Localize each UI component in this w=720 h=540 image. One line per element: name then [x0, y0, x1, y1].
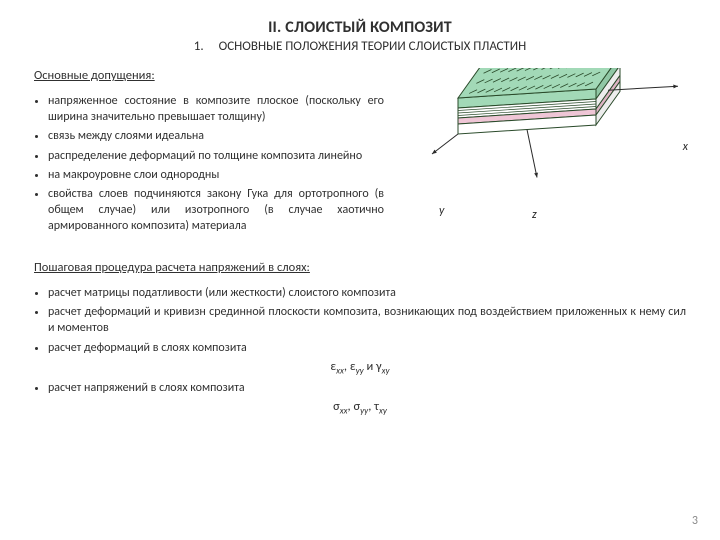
subtitle-num: 1.: [194, 39, 204, 54]
title-main: СЛОИСТЫЙ КОМПОЗИТ: [285, 18, 452, 37]
strain-formula: εxx, εyy и γxy: [34, 359, 686, 377]
assumptions-list: напряженное состояние в композите плоско…: [34, 93, 384, 235]
list-item: распределение деформаций по толщине комп…: [48, 148, 384, 164]
axis-x-label: x: [683, 140, 688, 154]
assumptions-block: Основные допущения: напряженное состояни…: [34, 68, 384, 238]
title-roman: II.: [268, 18, 281, 37]
list-item: расчет деформаций в слоях композита: [48, 340, 686, 356]
diagram-container: x y z: [384, 68, 686, 238]
list-item: на макроуровне слои однородны: [48, 167, 384, 183]
assumptions-heading: Основные допущения:: [34, 68, 384, 83]
stress-formula: σxx, σyy, τxy: [34, 399, 686, 417]
list-item: расчет напряжений в слоях композита: [48, 380, 686, 396]
list-item: связь между слоями идеальна: [48, 128, 384, 144]
subtitle: 1. ОСНОВНЫЕ ПОЛОЖЕНИЯ ТЕОРИИ СЛОИСТЫХ ПЛ…: [34, 39, 686, 54]
subtitle-text: ОСНОВНЫЕ ПОЛОЖЕНИЯ ТЕОРИИ СЛОИСТЫХ ПЛАСТ…: [219, 39, 527, 54]
page-number: 3: [692, 514, 698, 528]
procedure-block: Пошаговая процедура расчета напряжений в…: [34, 260, 686, 417]
title-block: II. СЛОИСТЫЙ КОМПОЗИТ 1. ОСНОВНЫЕ ПОЛОЖЕ…: [34, 18, 686, 54]
procedure-list-2: расчет напряжений в слоях композита: [34, 380, 686, 396]
procedure-list: расчет матрицы податливости (или жесткос…: [34, 285, 686, 356]
list-item: напряженное состояние в композите плоско…: [48, 93, 384, 125]
procedure-heading: Пошаговая процедура расчета напряжений в…: [34, 260, 686, 275]
list-item: расчет матрицы податливости (или жесткос…: [48, 285, 686, 301]
main-title: II. СЛОИСТЫЙ КОМПОЗИТ: [34, 18, 686, 37]
list-item: расчет деформаций и кривизн срединной пл…: [48, 304, 686, 336]
axis-y-label: y: [439, 204, 444, 218]
list-item: свойства слоев подчиняются закону Гука д…: [48, 186, 384, 235]
laminate-diagram: [414, 68, 694, 238]
axis-z-label: z: [532, 208, 537, 222]
